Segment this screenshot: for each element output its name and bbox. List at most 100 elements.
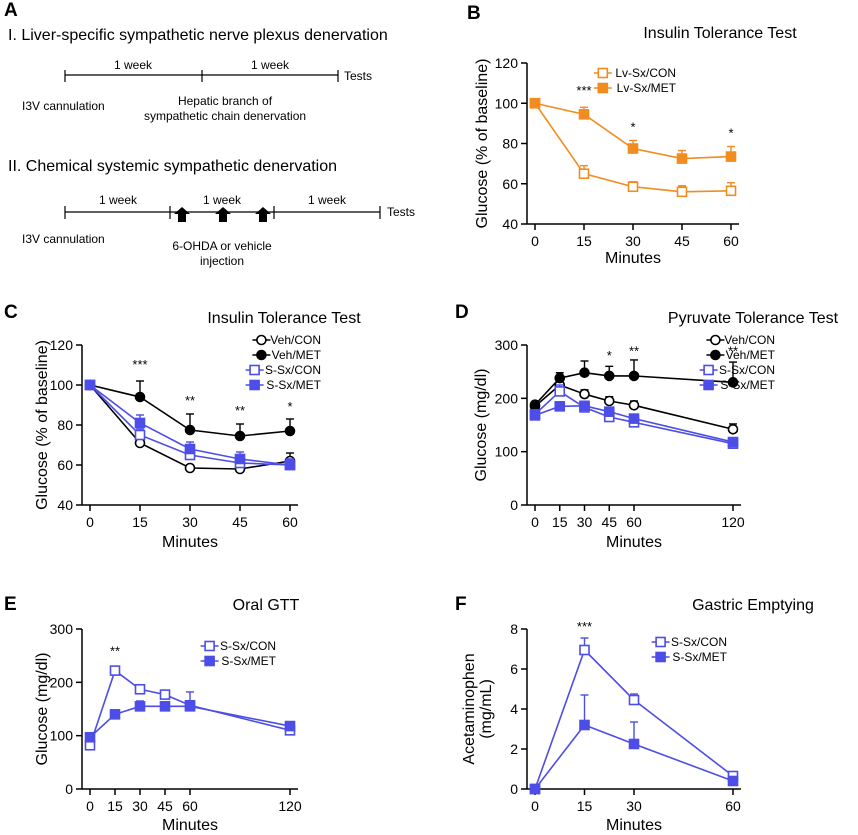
x-tick-label: 0 xyxy=(531,798,539,814)
significance-marker: ** xyxy=(110,644,120,659)
y-tick-label: 100 xyxy=(495,95,519,111)
data-point xyxy=(628,694,640,706)
data-point xyxy=(725,185,737,197)
data-point xyxy=(554,372,566,384)
y-tick-label: 40 xyxy=(502,216,518,232)
data-point xyxy=(529,410,541,421)
significance-marker: *** xyxy=(132,357,147,372)
data-point xyxy=(579,367,590,379)
schematic-timeline: I. Liver-specific sympathetic nerve plex… xyxy=(8,27,415,268)
significance-marker: * xyxy=(287,399,292,414)
legend-label: Veh/MET xyxy=(726,348,776,362)
chart-gastric-emptying: Gastric Emptying 0 2 4 6 8 0 15 30 60 Minutes Aceta… xyxy=(461,597,814,834)
legend-label: S-Sx/MET xyxy=(266,378,321,392)
panel-label-d: D xyxy=(455,302,469,323)
y-tick-label: 80 xyxy=(57,417,73,433)
data-point xyxy=(628,370,640,382)
y-tick-label: 40 xyxy=(57,497,73,513)
legend-label: Veh/CON xyxy=(270,333,321,347)
x-tick-label: 60 xyxy=(282,514,298,530)
data-point xyxy=(727,423,739,435)
legend-label: S-Sx/CON xyxy=(719,363,775,377)
chart-title: Insulin Tolerance Test xyxy=(643,25,797,42)
y-axis-label: Glucose (mg/dl) xyxy=(34,653,51,766)
y-tick-label: 0 xyxy=(65,781,73,797)
data-point xyxy=(134,429,146,441)
timeline-1-tests: Tests xyxy=(344,69,372,83)
significance-marker: *** xyxy=(576,83,591,98)
timeline-2-period-1: 1 week xyxy=(99,193,138,207)
legend-marker xyxy=(710,334,721,346)
data-point xyxy=(234,430,246,442)
y-tick-label: 60 xyxy=(502,176,518,192)
legend-marker xyxy=(249,379,260,391)
x-tick-label: 30 xyxy=(577,514,593,530)
data-point xyxy=(727,436,739,448)
x-tick-label: 60 xyxy=(723,233,739,249)
legend-label: S-Sx/MET xyxy=(221,654,276,668)
chart-oral-gtt: Oral GTT 0 100 200 300 0 15 30 45 60 120 Minutes Glu… xyxy=(34,597,302,834)
data-point xyxy=(554,401,566,412)
schematic-section2-title: II. Chemical systemic sympathetic denerv… xyxy=(8,158,337,175)
data-point xyxy=(84,379,96,391)
y-tick-label: 100 xyxy=(50,377,74,393)
timeline-1-period-2: 1 week xyxy=(251,58,290,72)
data-point xyxy=(727,377,739,388)
chart-title: Oral GTT xyxy=(233,597,300,614)
y-tick-label: 2 xyxy=(510,741,518,757)
legend-marker xyxy=(256,349,267,361)
legend-label: Veh/MET xyxy=(272,348,322,362)
timeline-1-period-1: 1 week xyxy=(114,58,153,72)
data-point xyxy=(184,701,196,712)
legend-label: S-Sx/CON xyxy=(220,639,276,653)
series-line-s-sx-con xyxy=(534,648,734,790)
data-point xyxy=(627,181,639,193)
data-point xyxy=(529,783,541,795)
schematic-section1-title: I. Liver-specific sympathetic nerve plex… xyxy=(8,27,388,44)
legend-label: S-Sx/MET xyxy=(720,378,775,392)
x-axis-label: Minutes xyxy=(162,534,218,551)
y-tick-label: 0 xyxy=(510,497,518,513)
x-tick-label: 60 xyxy=(626,514,642,530)
chart-title: Insulin Tolerance Test xyxy=(207,310,361,327)
x-tick-label: 45 xyxy=(674,233,690,249)
data-point xyxy=(603,395,615,407)
x-tick-label: 45 xyxy=(157,798,173,814)
y-tick-label: 120 xyxy=(50,337,74,353)
y-tick-label: 0 xyxy=(510,781,518,797)
data-point xyxy=(529,97,541,109)
significance-marker: ** xyxy=(185,393,195,408)
chart-insulin-tolerance-systemic: Insulin Tolerance Test 40 60 80 100 120 0 15 30 4… xyxy=(34,310,361,551)
legend-label: Lv-Sx/CON xyxy=(615,66,676,80)
up-arrow-icon xyxy=(174,207,190,222)
y-tick-label: 300 xyxy=(50,621,74,637)
y-tick-label: 300 xyxy=(495,337,519,353)
chart-pyruvate-tolerance: Pyruvate Tolerance Test 0 100 200 300 0 15 30 45… xyxy=(473,310,839,551)
data-point xyxy=(727,775,739,787)
x-tick-label: 120 xyxy=(278,798,302,814)
data-point xyxy=(628,399,640,411)
significance-marker: ** xyxy=(235,403,245,418)
x-tick-label: 30 xyxy=(625,233,641,249)
data-point xyxy=(109,709,121,720)
timeline-1-mid-label-1: Hepatic branch of xyxy=(178,94,273,108)
timeline-1-start-label: I3V cannulation xyxy=(22,99,105,113)
y-tick-label: 80 xyxy=(502,136,518,152)
y-axis-label: Glucose (% of baseline) xyxy=(34,340,51,510)
series-line-s-sx-met xyxy=(534,724,734,790)
legend-marker xyxy=(703,364,714,376)
timeline-2-mid-label-1: 6-OHDA or vehicle xyxy=(172,239,272,253)
legend-label: S-Sx/MET xyxy=(672,650,727,664)
data-point xyxy=(676,186,688,198)
data-point xyxy=(529,399,541,411)
legend-marker xyxy=(249,364,260,376)
data-point xyxy=(134,417,146,429)
data-point xyxy=(84,731,96,743)
data-point xyxy=(627,143,639,154)
data-point xyxy=(579,400,590,412)
x-tick-label: 45 xyxy=(601,514,617,530)
data-point xyxy=(554,386,566,397)
data-point xyxy=(159,689,171,700)
significance-marker: ** xyxy=(629,344,639,359)
y-tick-label: 200 xyxy=(50,674,74,690)
